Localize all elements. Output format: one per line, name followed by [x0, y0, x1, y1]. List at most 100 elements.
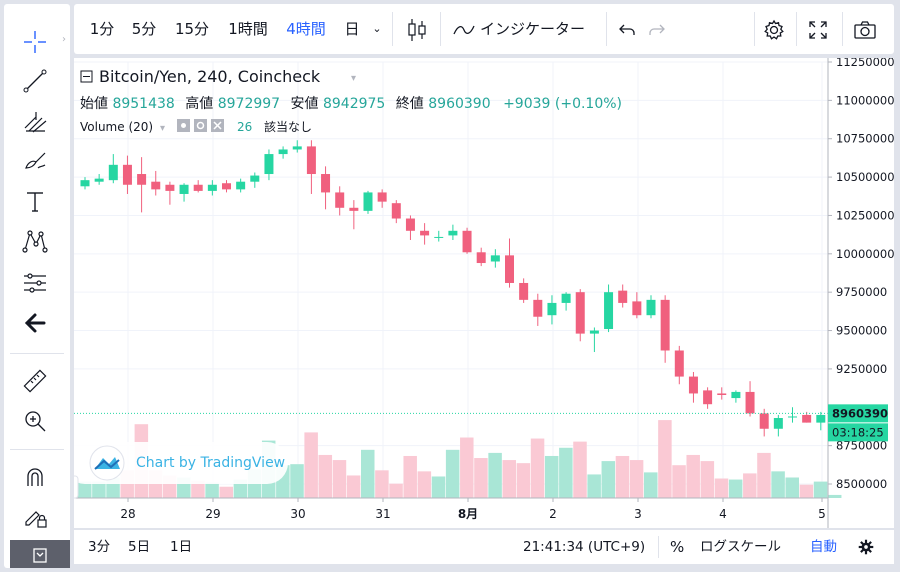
candle-body — [207, 184, 217, 191]
candle-body — [731, 391, 741, 399]
redo-icon[interactable] — [642, 4, 672, 54]
candle-body — [448, 230, 458, 236]
candle-body — [222, 183, 231, 190]
tradingview-watermark[interactable]: Chart by TradingView — [64, 442, 288, 484]
symbol-title[interactable]: Bitcoin/Yen, 240, Coincheck — [99, 67, 321, 86]
candle-body — [632, 301, 642, 316]
gear-small-icon[interactable] — [194, 119, 207, 132]
candle-body — [589, 330, 599, 334]
volume-bar — [403, 455, 417, 498]
interval-1m[interactable]: 1分 — [89, 20, 115, 38]
interval-5m[interactable]: 5分 — [131, 20, 157, 38]
fullscreen-icon[interactable] — [802, 4, 834, 54]
text-tool-icon[interactable] — [18, 184, 52, 218]
candle-body — [306, 146, 316, 175]
crosshair-icon[interactable] — [18, 25, 52, 59]
volume-bar — [658, 420, 672, 498]
candle-body — [122, 164, 132, 185]
indicators-icon[interactable] — [448, 4, 480, 54]
collapse-toolbar-button[interactable] — [10, 540, 70, 568]
chevron-right-icon[interactable]: › — [62, 34, 66, 45]
volume-legend[interactable]: Volume (20) — [80, 120, 153, 134]
volume-bar — [644, 472, 658, 498]
volume-bar — [771, 471, 785, 498]
volume-chevron-icon[interactable]: ▾ — [160, 123, 165, 134]
volume-bar — [587, 474, 601, 498]
chart-area[interactable]: 11250000 11000000 10750000 10500000 10250000… — [64, 55, 895, 528]
prediction-tool-icon[interactable] — [18, 266, 52, 300]
scroll-left-handle[interactable] — [65, 475, 79, 499]
volume-bar — [827, 494, 842, 498]
fib-tool-icon[interactable] — [18, 104, 52, 138]
price-chart[interactable]: 11250000 11000000 10750000 10500000 10250000… — [64, 55, 895, 528]
volume-bar — [629, 460, 644, 498]
candle-body — [660, 299, 670, 351]
ruler-icon[interactable] — [18, 364, 52, 398]
candle-body — [773, 418, 783, 429]
volume-bar — [332, 460, 347, 498]
candle-body — [646, 299, 656, 316]
price-axis: 11250000 11000000 10750000 10500000 10250000… — [828, 55, 895, 491]
volume-bar — [686, 454, 700, 498]
candle-body — [688, 376, 698, 394]
interval-day[interactable]: 日 — [344, 20, 360, 38]
volume-bar — [601, 461, 616, 498]
y-tick-label: 8500000 — [836, 477, 887, 491]
y-tick-label: 10750000 — [836, 132, 894, 146]
y-tick-label: 9500000 — [836, 324, 887, 338]
range-1d[interactable]: 1日 — [170, 539, 193, 555]
settings-gear-icon[interactable] — [758, 4, 790, 54]
volume-bar — [417, 471, 432, 498]
zoom-in-icon[interactable] — [18, 404, 52, 438]
volume-bar — [389, 483, 403, 498]
interval-15m[interactable]: 15分 — [174, 20, 210, 38]
candle-body — [717, 393, 727, 395]
candle-body — [462, 230, 472, 253]
last-price-tag: 8960390 — [832, 406, 888, 420]
magnet-icon[interactable] — [18, 460, 52, 494]
tradingview-logo-icon — [94, 457, 120, 470]
volume-bar — [92, 481, 106, 498]
auto-scale-toggle[interactable]: 自動 — [810, 539, 837, 555]
trend-line-icon[interactable] — [18, 64, 52, 98]
camera-icon[interactable] — [848, 4, 882, 54]
collapse-legend-icon[interactable] — [80, 70, 93, 83]
candle-body — [505, 255, 514, 283]
percent-toggle[interactable]: % — [670, 538, 685, 556]
top-toolbar: 1分 5分 15分 1時間 4時間 日 ⌄ インジケーター — [74, 4, 894, 54]
candle-body — [193, 184, 203, 191]
volume-bar — [785, 477, 799, 498]
chart-settings-gear-icon[interactable] — [858, 530, 874, 564]
volume-bar — [757, 452, 771, 498]
interval-4h[interactable]: 4時間 — [286, 20, 326, 38]
bar-countdown: 03:18:25 — [832, 425, 884, 439]
candle-body — [745, 391, 755, 414]
candle-body — [604, 292, 614, 330]
interval-1h[interactable]: 1時間 — [228, 20, 268, 38]
log-scale-toggle[interactable]: ログスケール — [700, 539, 781, 555]
candles — [80, 140, 840, 437]
arrow-left-icon[interactable] — [18, 306, 52, 340]
candle-body — [703, 390, 713, 405]
lock-drawing-icon[interactable] — [18, 500, 52, 534]
indicators-button[interactable]: インジケーター — [480, 20, 586, 38]
pattern-tool-icon[interactable] — [18, 224, 52, 258]
brush-icon[interactable] — [18, 144, 52, 178]
volume-bar — [361, 449, 375, 498]
symbol-chevron-icon[interactable]: ▾ — [351, 73, 356, 84]
grid — [74, 61, 828, 498]
y-tick-label: 9750000 — [836, 285, 887, 299]
time-axis: 28 29 30 31 8月 2 3 4 5 — [120, 498, 826, 521]
range-5d[interactable]: 5日 — [128, 539, 151, 555]
y-tick-label: 10250000 — [836, 208, 894, 222]
clock-time[interactable]: 21:41:34 (UTC+9) — [523, 539, 646, 555]
chevron-down-icon[interactable]: ⌄ — [372, 22, 382, 35]
candle-body — [363, 192, 373, 211]
volume-bar — [799, 484, 814, 498]
range-3m[interactable]: 3分 — [88, 539, 111, 555]
x-tick-label: 5 — [818, 507, 826, 521]
candle-body — [674, 350, 684, 377]
volume-bar — [672, 465, 686, 498]
undo-icon[interactable] — [612, 4, 642, 54]
candle-type-icon[interactable] — [400, 4, 434, 54]
